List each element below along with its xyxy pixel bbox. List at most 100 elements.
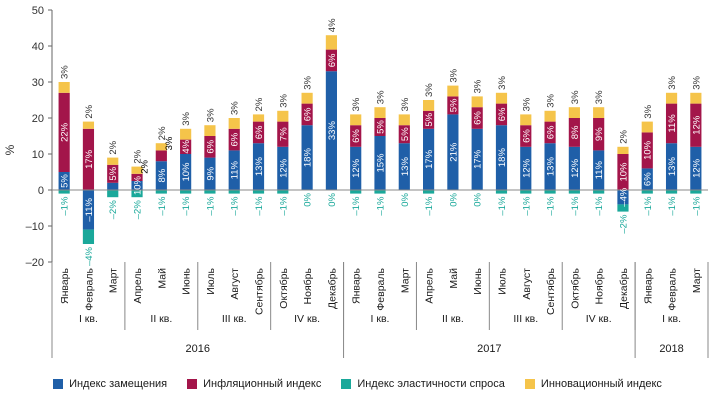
bar-segment xyxy=(277,110,289,122)
data-label: 2% xyxy=(157,126,168,140)
bar-segment xyxy=(495,125,508,190)
data-label: –1% xyxy=(643,196,654,216)
data-label: 3% xyxy=(546,94,557,108)
bar-segment xyxy=(690,92,702,104)
x-tick-label: Апрель xyxy=(424,267,436,303)
data-label: –1% xyxy=(521,196,532,216)
bar-segment xyxy=(374,136,386,190)
data-label: 3% xyxy=(278,94,289,108)
data-label: –1% xyxy=(546,196,557,216)
data-label: 13% xyxy=(400,157,411,177)
data-label: 8% xyxy=(570,125,581,139)
data-label: 6% xyxy=(521,129,532,143)
bar-segment xyxy=(277,190,289,194)
bar-segment xyxy=(495,92,508,104)
data-label: 5% xyxy=(448,98,459,112)
data-label: 2% xyxy=(254,97,265,111)
data-label: –1% xyxy=(60,196,71,216)
x-tick-label: Ноябрь xyxy=(302,267,314,304)
data-label: 6% xyxy=(497,107,508,121)
data-label: 3% xyxy=(164,136,175,150)
data-label: 9% xyxy=(594,127,605,141)
data-label: 5% xyxy=(400,127,411,141)
x-tick-label: Декабрь xyxy=(618,267,630,308)
data-label: 3% xyxy=(667,76,678,90)
data-label: 10% xyxy=(618,162,629,182)
data-label: –1% xyxy=(230,196,241,216)
data-label: 7% xyxy=(278,127,289,141)
x-tick-label: Январь xyxy=(351,267,363,304)
data-label: –1% xyxy=(667,196,678,216)
x-tick-label: Сентябрь xyxy=(254,267,266,315)
year-label: 2016 xyxy=(186,343,210,355)
bar-segment xyxy=(593,190,605,194)
data-label: 12% xyxy=(691,158,702,178)
data-label: 4% xyxy=(181,139,192,153)
bar-segment xyxy=(155,150,167,162)
bar-segment xyxy=(447,85,459,97)
bar-segment xyxy=(350,190,362,194)
bar-segment xyxy=(617,204,629,212)
bar-segment xyxy=(58,82,70,93)
quarter-label: IV кв. xyxy=(294,313,320,325)
data-label: 3% xyxy=(60,65,71,79)
data-label: 10% xyxy=(133,175,144,195)
data-label: 3% xyxy=(570,90,581,104)
data-label: 13% xyxy=(254,157,265,177)
bar-segment xyxy=(641,168,653,190)
data-label: 2% xyxy=(108,140,119,154)
x-tick-label: Февраль xyxy=(83,267,95,310)
data-label: 3% xyxy=(594,90,605,104)
bar-segment xyxy=(398,114,410,126)
data-label: 0% xyxy=(303,192,314,206)
data-label: 3% xyxy=(376,90,387,104)
bar-segment xyxy=(568,190,580,194)
bar-segment xyxy=(665,143,678,190)
data-label: –4% xyxy=(618,187,629,207)
data-label: 0% xyxy=(400,192,411,206)
y-tick-label: 10 xyxy=(32,149,44,161)
legend-item: Инновационный индекс xyxy=(524,378,662,390)
bar-segment xyxy=(665,92,678,104)
legend-item: Индекс эластичности спроса xyxy=(341,378,505,390)
bar-segment xyxy=(252,190,265,194)
data-label: 21% xyxy=(448,142,459,162)
x-tick-label: Август xyxy=(521,268,533,300)
data-label: 3% xyxy=(400,97,411,111)
bar-segment xyxy=(82,229,95,244)
data-label: 6% xyxy=(327,53,338,67)
data-label: –1% xyxy=(691,196,702,216)
data-label: –1% xyxy=(181,196,192,216)
bar-segment xyxy=(107,182,119,190)
bar-segment xyxy=(301,125,313,190)
data-label: 3% xyxy=(351,97,362,111)
data-label: 11% xyxy=(230,160,241,179)
data-label: 6% xyxy=(303,107,314,121)
quarter-label: I кв. xyxy=(79,313,98,325)
bar-segment xyxy=(131,173,143,181)
data-label: 13% xyxy=(546,157,557,177)
bar-segment xyxy=(350,125,362,147)
data-label: 12% xyxy=(278,158,289,178)
bar-segment xyxy=(520,190,532,194)
bar-segment xyxy=(593,150,605,190)
legend-label: Индекс эластичности спроса xyxy=(357,378,505,390)
bar-segment xyxy=(131,190,143,198)
bar-segment xyxy=(325,49,337,72)
x-tick-label: Июнь xyxy=(472,267,484,294)
data-label: 0% xyxy=(473,192,484,206)
x-tick-label: Декабрь xyxy=(326,267,338,308)
data-label: 10% xyxy=(643,140,654,160)
data-label: 6% xyxy=(546,125,557,139)
x-tick-label: Июль xyxy=(205,267,217,294)
x-tick-label: Январь xyxy=(59,267,71,304)
bar-segment xyxy=(495,103,508,126)
bar-segment xyxy=(568,118,580,147)
x-tick-label: Май xyxy=(156,268,168,289)
data-label: –1% xyxy=(278,196,289,216)
data-label: –1% xyxy=(351,196,362,216)
x-tick-label: Октябрь xyxy=(278,267,290,308)
data-label: 17% xyxy=(84,149,95,169)
year-label: 2018 xyxy=(659,343,683,355)
